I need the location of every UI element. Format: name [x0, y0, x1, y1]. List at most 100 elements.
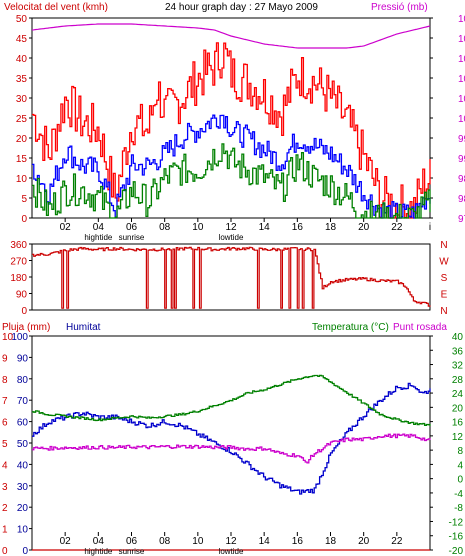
humidity-y-tick-label: 0 — [22, 546, 28, 556]
event-label: hightide — [84, 547, 113, 556]
x-tick-label: 20 — [358, 536, 370, 547]
rain-y-tick-label: 0 — [2, 546, 8, 556]
rain-y-tick-label: 10 — [2, 332, 14, 343]
x-tick-label: 18 — [325, 222, 337, 233]
pressure-y-tick-label: 1017 — [458, 54, 465, 65]
x-tick-label: 02 — [60, 536, 72, 547]
wind-y-tick-label: 40 — [16, 54, 28, 65]
x-tick-label: 08 — [159, 222, 171, 233]
rain-y-tick-label: 8 — [2, 375, 8, 386]
temperature-y-tick-label: 40 — [452, 332, 464, 343]
wind-y-tick-label: 50 — [16, 14, 28, 25]
direction-y-tick-label: 270 — [10, 257, 27, 268]
temperature-y-tick-label: 0 — [457, 475, 463, 486]
compass-label: W — [439, 257, 449, 268]
temperature-y-tick-label: -12 — [449, 517, 464, 528]
x-tick-label: 16 — [292, 536, 304, 547]
x-tick-label-end: i — [429, 536, 431, 547]
temperature-y-tick-label: -8 — [454, 503, 463, 514]
x-tick-label: 10 — [192, 222, 204, 233]
pressure-series — [31, 23, 431, 49]
x-tick-label: 02 — [60, 222, 72, 233]
temperature-axis-label: Temperatura (°C) — [312, 322, 389, 333]
rain-y-tick-label: 2 — [2, 503, 8, 514]
wind-y-tick-label: 15 — [16, 154, 28, 165]
wind-y-tick-label: 0 — [21, 214, 27, 225]
x-tick-label: 20 — [358, 222, 370, 233]
humidity-y-tick-label: 100 — [11, 332, 28, 343]
x-tick-label: 22 — [391, 536, 403, 547]
temperature-y-tick-label: -16 — [449, 532, 464, 543]
x-tick-label: 04 — [93, 536, 105, 547]
pressure-y-tick-label: 1022 — [458, 34, 465, 45]
temperature-y-tick-label: 8 — [457, 446, 463, 457]
humidity-y-tick-label: 80 — [17, 375, 29, 386]
temperature-y-tick-label: -20 — [449, 546, 464, 556]
wind-y-tick-label: 5 — [21, 194, 27, 205]
direction-y-tick-label: 0 — [21, 306, 27, 317]
pressure-y-tick-label: 1006 — [458, 94, 465, 105]
climate-series-humidity — [32, 382, 431, 495]
event-label: sunrise — [119, 233, 145, 242]
rain-y-tick-label: 5 — [2, 439, 8, 450]
chart-title: 24 hour graph day : 27 Mayo 2009 — [165, 2, 318, 13]
direction-plot-frame — [31, 243, 431, 311]
rain-y-tick-label: 9 — [2, 353, 8, 364]
rain-y-tick-label: 6 — [2, 418, 8, 429]
wind-axis-label: Velocitat del vent (kmh) — [4, 2, 108, 13]
humidity-y-tick-label: 20 — [17, 503, 29, 514]
rain-y-tick-label: 4 — [2, 460, 8, 471]
temperature-y-tick-label: 12 — [452, 432, 464, 443]
x-tick-label: 06 — [126, 536, 138, 547]
pressure-y-tick-label: 996 — [458, 134, 465, 145]
compass-label: S — [441, 273, 448, 284]
pressure-y-tick-label: 980 — [458, 194, 465, 205]
x-tick-label: 14 — [259, 536, 271, 547]
x-tick-label: 04 — [93, 222, 105, 233]
humidity-y-tick-label: 40 — [17, 460, 29, 471]
direction-y-tick-label: 180 — [10, 273, 27, 284]
temperature-y-tick-label: 28 — [452, 375, 464, 386]
event-label: lowtide — [219, 547, 244, 556]
dewpoint-axis-label: Punt rosada — [393, 322, 447, 333]
climate-series-dewpoint — [32, 433, 431, 464]
humidity-y-tick-label: 90 — [17, 353, 29, 364]
rain-y-tick-label: 3 — [2, 482, 8, 493]
direction-y-tick-label: 90 — [16, 290, 28, 301]
x-tick-label: 12 — [225, 222, 237, 233]
x-tick-label: 12 — [225, 536, 237, 547]
x-tick-label: 08 — [159, 536, 171, 547]
x-tick-label-end: i — [429, 222, 431, 233]
rain-y-tick-label: 1 — [2, 525, 8, 536]
wind-series-minimum — [32, 143, 431, 219]
climate-series-temperature — [32, 374, 431, 426]
climate-plot-frame — [31, 335, 431, 551]
wind-y-tick-label: 30 — [16, 94, 28, 105]
wind-y-tick-label: 35 — [16, 74, 28, 85]
event-label: lowtide — [219, 233, 244, 242]
temperature-y-tick-label: 4 — [457, 460, 463, 471]
pressure-y-tick-label: 991 — [458, 154, 465, 165]
direction-y-tick-label: 360 — [10, 240, 27, 251]
x-tick-label: 22 — [391, 222, 403, 233]
temperature-y-tick-label: 16 — [452, 418, 464, 429]
x-tick-label: 16 — [292, 222, 304, 233]
pressure-y-tick-label: 985 — [458, 174, 465, 185]
pressure-y-tick-label: 975 — [458, 214, 465, 225]
x-tick-label: 14 — [259, 222, 271, 233]
humidity-y-tick-label: 60 — [17, 418, 29, 429]
pressure-y-tick-label: 1027 — [458, 14, 465, 25]
rain-axis-label: Pluja (mm) — [2, 322, 50, 333]
x-tick-label: 10 — [192, 536, 204, 547]
event-label: sunrise — [119, 547, 145, 556]
wind-series-average — [32, 114, 431, 219]
rain-y-tick-label: 7 — [2, 396, 8, 407]
wind-y-tick-label: 10 — [16, 174, 28, 185]
compass-label: N — [440, 306, 447, 317]
x-tick-label: 18 — [325, 536, 337, 547]
wind-series-gust — [32, 42, 431, 219]
compass-label: N — [440, 240, 447, 251]
